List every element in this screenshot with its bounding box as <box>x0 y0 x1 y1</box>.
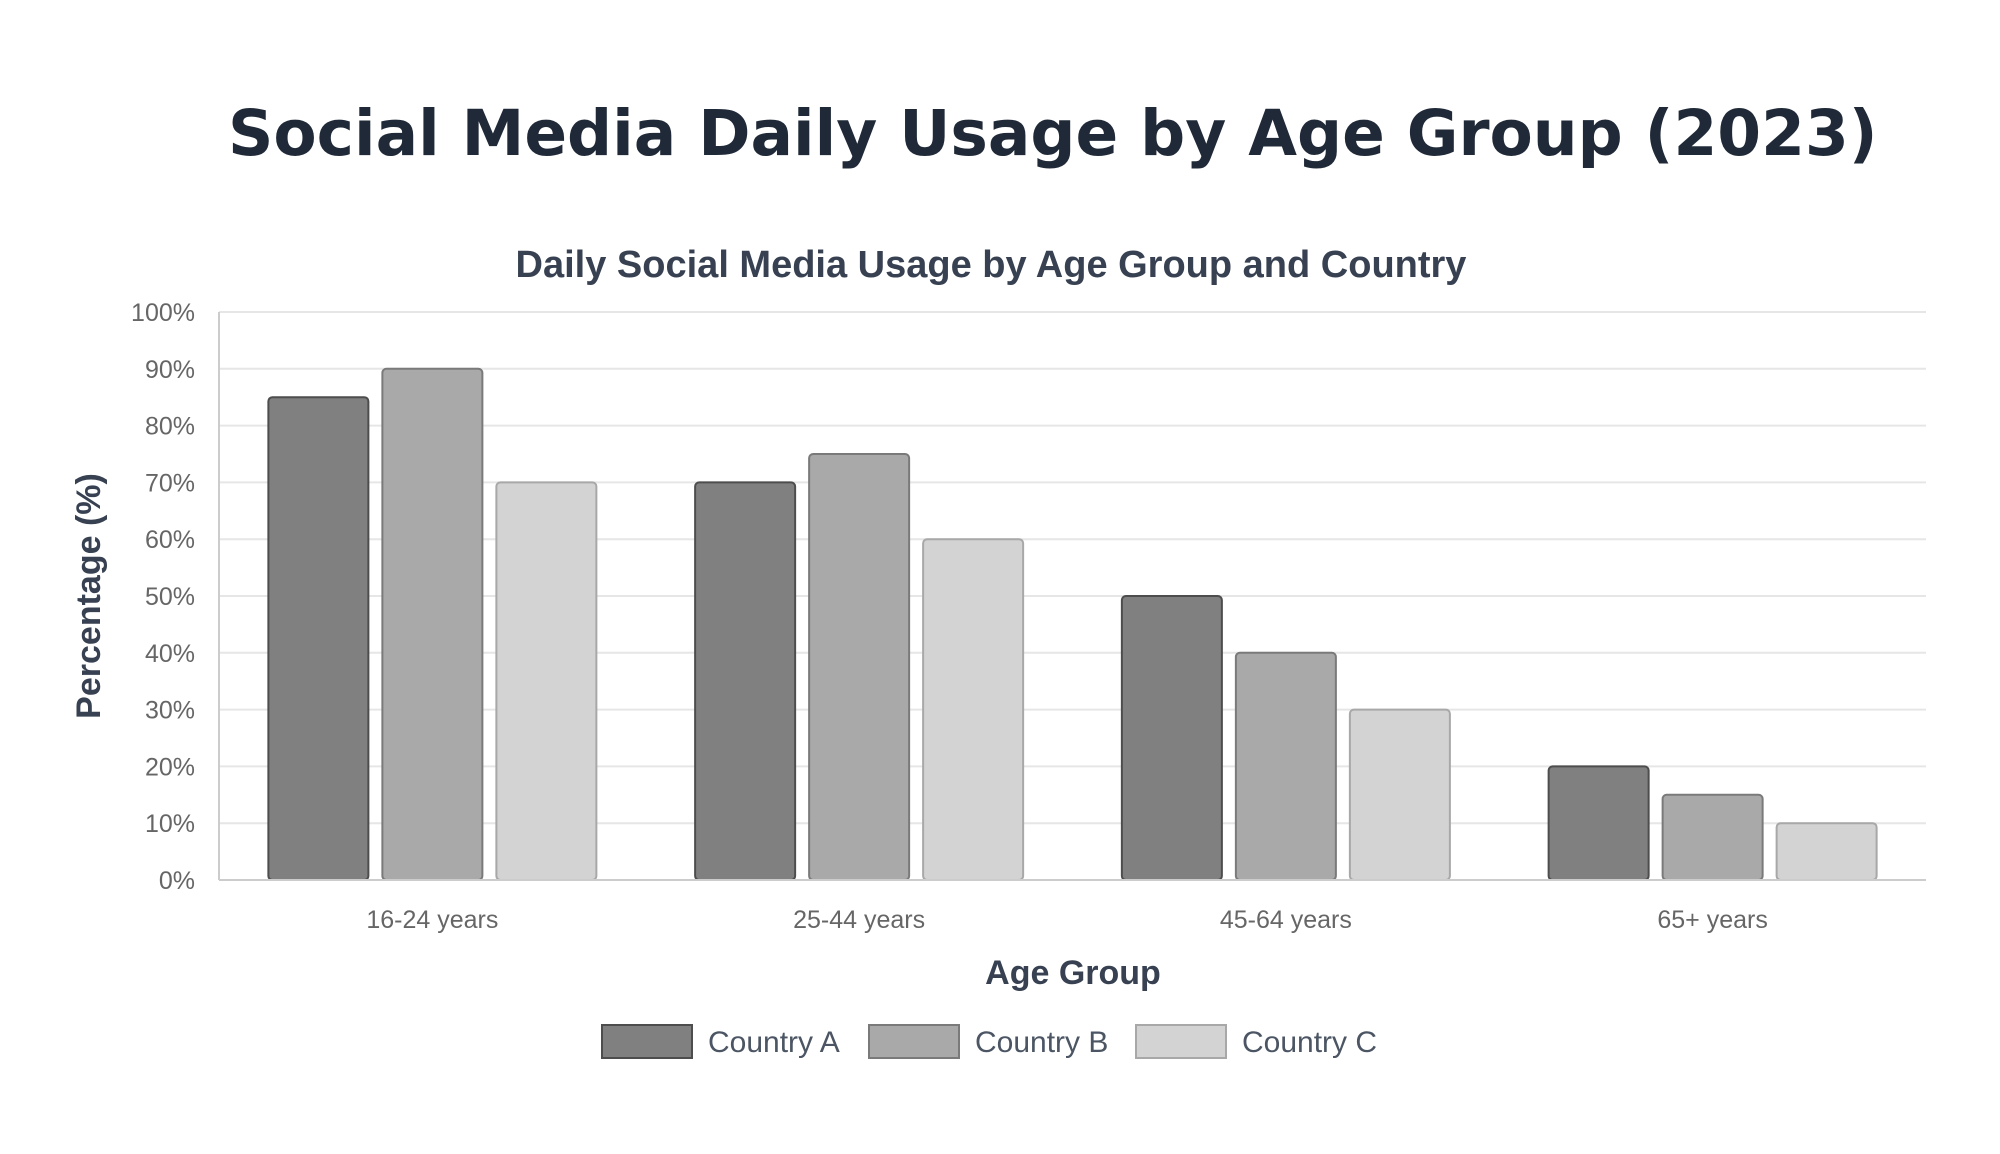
y-tick-label: 10% <box>145 810 195 838</box>
legend-label: Country C <box>1242 1026 1377 1059</box>
bar <box>1348 708 1451 881</box>
bar <box>808 453 911 881</box>
x-tick-label: 16-24 years <box>366 906 498 934</box>
bar <box>922 538 1025 881</box>
legend-swatch <box>1135 1024 1227 1059</box>
bar <box>381 367 484 881</box>
chart-title: Daily Social Media Usage by Age Group an… <box>516 244 1467 286</box>
x-tick-label: 65+ years <box>1657 906 1768 934</box>
y-tick-label: 70% <box>145 469 195 497</box>
y-tick-label: 60% <box>145 526 195 554</box>
y-tick-label: 40% <box>145 640 195 668</box>
bar <box>1234 651 1337 881</box>
legend-item[interactable]: Country B <box>868 1024 1108 1059</box>
bar <box>495 481 598 881</box>
y-tick-label: 30% <box>145 697 195 725</box>
bar <box>267 396 370 881</box>
x-axis-title: Age Group <box>985 954 1161 992</box>
x-tick-label: 25-44 years <box>793 906 925 934</box>
y-axis-ticks: 0% 10% 20% 30% 40% 50% 60% 70% 80% 90% 100% <box>131 299 195 895</box>
bar <box>1661 793 1764 881</box>
legend-swatch <box>601 1024 693 1059</box>
page-heading: Social Media Daily Usage by Age Group (2… <box>228 97 1878 170</box>
y-tick-label: 100% <box>131 299 195 327</box>
bar <box>694 481 797 881</box>
y-tick-label: 0% <box>159 867 195 895</box>
x-tick-label: 45-64 years <box>1220 906 1352 934</box>
y-tick-label: 20% <box>145 753 195 781</box>
y-tick-label: 90% <box>145 356 195 384</box>
legend-label: Country B <box>975 1026 1108 1059</box>
legend-item[interactable]: Country C <box>1135 1024 1377 1059</box>
bars <box>267 367 1878 882</box>
legend-item[interactable]: Country A <box>601 1024 840 1059</box>
legend-label: Country A <box>708 1026 840 1059</box>
legend: Country A Country B Country C <box>601 1024 1377 1059</box>
bar <box>1547 765 1650 882</box>
bar <box>1775 822 1878 882</box>
bar <box>1120 595 1223 881</box>
y-tick-label: 80% <box>145 413 195 441</box>
legend-swatch <box>868 1024 960 1059</box>
y-axis-title: Percentage (%) <box>70 473 108 719</box>
y-tick-label: 50% <box>145 583 195 611</box>
x-axis-ticks: 16-24 years 25-44 years 45-64 years 65+ yea… <box>366 906 1768 934</box>
